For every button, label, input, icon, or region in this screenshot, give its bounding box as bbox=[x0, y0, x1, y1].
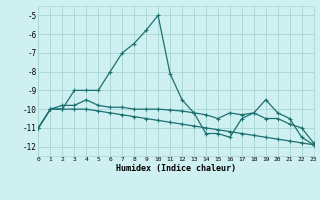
X-axis label: Humidex (Indice chaleur): Humidex (Indice chaleur) bbox=[116, 164, 236, 173]
